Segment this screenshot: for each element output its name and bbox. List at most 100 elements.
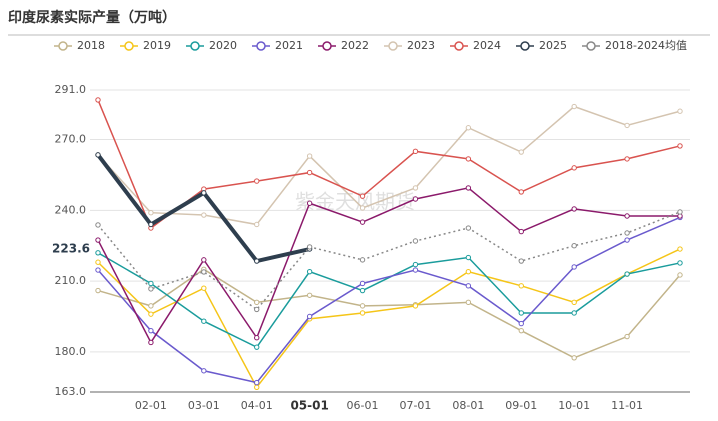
series-line — [97, 99, 681, 230]
x-tick-label: 08-01 — [452, 399, 484, 412]
y-tick-label: 240.0 — [55, 203, 87, 216]
point — [201, 212, 207, 218]
point — [359, 303, 366, 309]
point — [677, 143, 683, 149]
point — [254, 299, 260, 306]
point — [677, 260, 683, 266]
point — [148, 339, 154, 346]
point — [201, 257, 207, 263]
point — [306, 268, 313, 275]
point — [677, 209, 683, 215]
point — [465, 185, 472, 191]
point — [624, 122, 630, 129]
point — [95, 287, 101, 294]
series-line — [97, 252, 681, 349]
legend-marker — [520, 41, 530, 51]
point — [254, 335, 260, 341]
point — [95, 97, 101, 103]
chart-title: 印度尿素实际产量（万吨） — [8, 9, 176, 26]
point — [518, 310, 524, 316]
point — [306, 244, 313, 250]
point — [412, 238, 419, 244]
point — [465, 299, 472, 306]
point — [412, 196, 419, 202]
point — [571, 103, 577, 110]
legend-label: 2024 — [473, 39, 501, 52]
x-tick-label: 11-01 — [611, 399, 643, 412]
series-line — [96, 153, 311, 264]
point — [306, 292, 313, 298]
point — [518, 228, 524, 235]
legend-marker — [388, 41, 398, 51]
point — [624, 333, 630, 340]
point — [254, 306, 260, 313]
y-tick-label: 270.0 — [55, 133, 87, 146]
legend-marker — [454, 41, 464, 51]
series-line — [97, 105, 681, 226]
point — [254, 344, 260, 350]
point — [465, 125, 472, 131]
legend-marker — [322, 41, 332, 51]
x-tick-label: 05-01 — [290, 399, 328, 413]
point — [465, 283, 472, 289]
point — [254, 258, 260, 264]
point — [359, 219, 366, 225]
point — [412, 185, 419, 191]
point — [571, 264, 577, 270]
point — [201, 318, 207, 324]
point — [359, 205, 366, 211]
series-line — [97, 248, 681, 389]
point — [254, 379, 260, 386]
point — [412, 261, 419, 268]
point — [518, 149, 524, 155]
point — [95, 222, 101, 228]
point — [201, 190, 207, 196]
point — [254, 221, 260, 228]
point — [148, 303, 154, 309]
point — [95, 259, 101, 265]
legend-label: 2025 — [539, 39, 567, 52]
series-line — [97, 187, 680, 344]
point — [254, 384, 260, 390]
pointer-label: 223.6 — [52, 242, 90, 256]
point — [95, 237, 101, 243]
point — [677, 272, 683, 278]
point — [518, 283, 524, 289]
legend-label: 2019 — [143, 39, 171, 52]
point — [148, 311, 154, 317]
legend-label: 2018 — [77, 39, 105, 52]
pointer-box — [52, 240, 92, 259]
point — [465, 225, 472, 231]
x-tick-label: 10-01 — [558, 399, 590, 412]
series-line — [97, 216, 681, 384]
point — [95, 267, 101, 273]
legend-marker — [256, 41, 266, 51]
point — [359, 287, 366, 294]
point — [518, 327, 524, 334]
point — [571, 310, 577, 316]
point — [148, 327, 154, 334]
point — [359, 310, 366, 316]
point — [148, 209, 154, 216]
point — [201, 269, 207, 275]
point — [306, 153, 313, 159]
point — [148, 221, 154, 228]
legend-label: 2018-2024均值 — [605, 39, 687, 52]
x-tick-label: 04-01 — [241, 399, 273, 412]
legend-marker — [58, 41, 68, 51]
point — [306, 169, 313, 176]
legend-marker — [124, 41, 134, 51]
point — [465, 254, 472, 261]
point — [624, 271, 630, 277]
point — [465, 268, 472, 275]
x-tick-label: 06-01 — [347, 399, 379, 412]
x-tick-label: 02-01 — [135, 399, 167, 412]
point — [95, 250, 101, 256]
point — [677, 246, 683, 252]
y-tick-label: 291.0 — [55, 83, 87, 96]
point — [359, 280, 366, 287]
point — [148, 280, 154, 287]
legend-label: 2022 — [341, 39, 369, 52]
point — [95, 152, 101, 158]
